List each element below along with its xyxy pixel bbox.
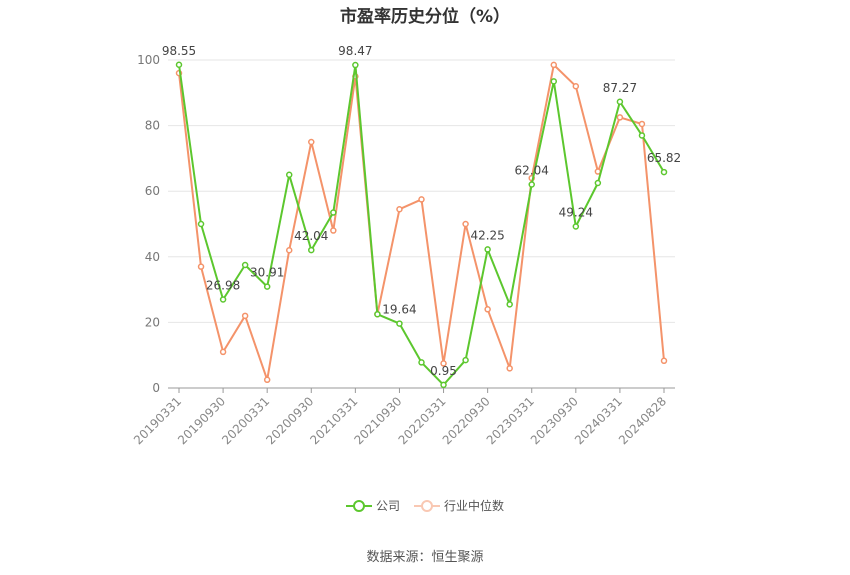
legend-label: 行业中位数 bbox=[444, 499, 505, 513]
data-point bbox=[197, 220, 205, 228]
axes: 0204060801002019033120190930202003312020… bbox=[131, 53, 675, 447]
y-tick-label: 40 bbox=[145, 250, 160, 264]
data-point bbox=[660, 357, 668, 365]
data-point bbox=[285, 171, 293, 179]
data-point bbox=[263, 376, 271, 384]
data-point bbox=[330, 209, 337, 216]
y-tick-label: 0 bbox=[152, 381, 160, 395]
data-label: 65.82 bbox=[647, 151, 681, 165]
data-label: 42.25 bbox=[470, 228, 504, 242]
data-point bbox=[396, 205, 403, 213]
data-point bbox=[219, 348, 227, 356]
data-point bbox=[528, 181, 535, 188]
series-lines bbox=[175, 61, 668, 389]
data-label: 62.04 bbox=[515, 164, 549, 178]
legend-item[interactable]: 行业中位数 bbox=[414, 497, 504, 514]
data-labels: 98.55 26.98 30.91 42.04 98.47 19.64 0.95 42.25 6… bbox=[162, 44, 681, 378]
y-tick-label: 100 bbox=[137, 53, 160, 67]
data-point bbox=[484, 306, 491, 313]
data-point bbox=[263, 283, 271, 290]
legend-item[interactable]: 公司 bbox=[345, 497, 400, 514]
data-point bbox=[352, 61, 359, 69]
data-label: 30.91 bbox=[250, 266, 284, 280]
data-point bbox=[285, 246, 293, 254]
y-tick-label: 20 bbox=[145, 315, 160, 329]
data-point bbox=[572, 223, 580, 230]
data-point bbox=[175, 61, 183, 69]
data-point bbox=[484, 246, 491, 253]
data-point bbox=[572, 82, 580, 90]
data-point bbox=[330, 227, 337, 234]
data-point bbox=[440, 360, 447, 367]
data-point bbox=[308, 246, 315, 254]
data-point bbox=[374, 310, 381, 318]
chart-title: 市盈率历史分位（%） bbox=[339, 7, 511, 27]
legend: 公司 行业中位数 bbox=[0, 497, 850, 514]
y-tick-label: 80 bbox=[145, 119, 160, 133]
source-note: 数据来源：恒生聚源 bbox=[366, 550, 484, 565]
data-point bbox=[506, 301, 513, 308]
data-point bbox=[197, 263, 205, 270]
data-label: 19.64 bbox=[382, 303, 416, 317]
data-point bbox=[616, 98, 624, 106]
data-point bbox=[638, 120, 646, 128]
data-label: 42.04 bbox=[294, 229, 328, 243]
data-label: 98.55 bbox=[162, 44, 196, 58]
data-point bbox=[418, 359, 425, 366]
x-tick-label: 20240828 bbox=[616, 394, 669, 447]
data-point bbox=[308, 138, 315, 146]
data-point bbox=[616, 114, 624, 121]
data-point bbox=[219, 296, 227, 303]
data-label: 26.98 bbox=[206, 279, 240, 293]
legend-marker-icon bbox=[345, 499, 372, 513]
data-point bbox=[440, 381, 447, 389]
data-point bbox=[660, 168, 668, 176]
data-label: 98.47 bbox=[338, 44, 372, 58]
data-label: 87.27 bbox=[603, 81, 637, 95]
legend-label: 公司 bbox=[375, 499, 400, 513]
y-tick-label: 60 bbox=[145, 184, 160, 198]
data-label: 0.95 bbox=[430, 364, 457, 378]
data-label: 49.24 bbox=[559, 205, 593, 219]
grid-lines bbox=[168, 59, 675, 323]
data-point bbox=[506, 365, 513, 372]
series-line bbox=[178, 63, 665, 381]
legend-marker-icon bbox=[414, 499, 440, 513]
data-point bbox=[462, 356, 469, 364]
data-point bbox=[638, 132, 646, 139]
data-point bbox=[241, 312, 249, 320]
data-point bbox=[396, 320, 403, 327]
data-point bbox=[550, 61, 558, 69]
data-point bbox=[241, 261, 249, 269]
data-point bbox=[594, 179, 602, 187]
data-point bbox=[418, 196, 425, 203]
data-point bbox=[462, 220, 469, 228]
data-point bbox=[550, 78, 558, 85]
